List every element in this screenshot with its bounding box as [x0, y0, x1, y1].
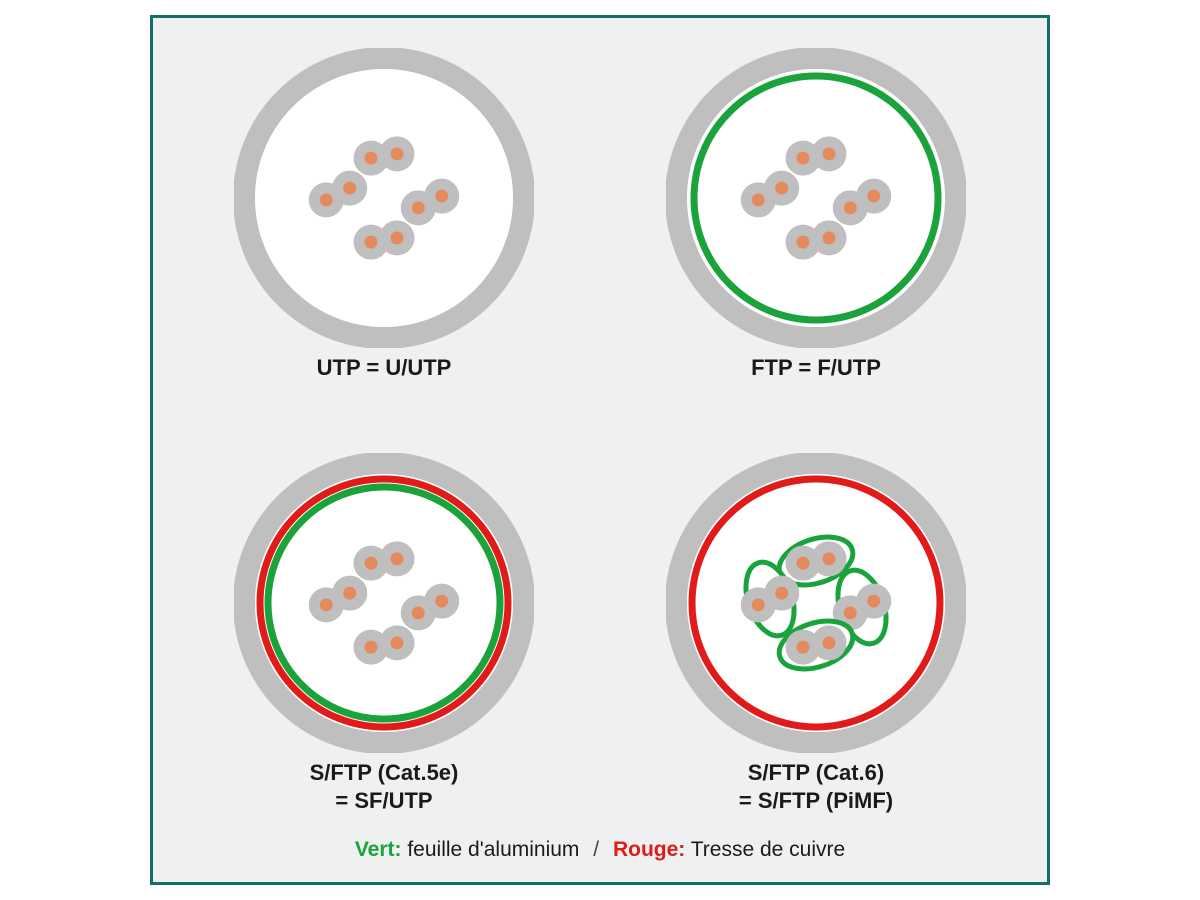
cable-label-line1: S/FTP (Cat.6)	[739, 759, 893, 787]
legend-green-key: Vert:	[355, 838, 402, 861]
cable-label-line1: S/FTP (Cat.5e)	[310, 759, 459, 787]
cable-label-line1: UTP = U/UTP	[317, 354, 452, 382]
cable-grid: UTP = U/UTP FTP = F/UTP S/FTP (Cat.5e)= SF…	[193, 48, 1007, 828]
cable-cell-sftp-cat6: S/FTP (Cat.6)= S/FTP (PiMF)	[625, 453, 1007, 828]
cable-cell-utp: UTP = U/UTP	[193, 48, 575, 423]
legend: Vert: feuille d'aluminium / Rouge: Tress…	[193, 838, 1007, 862]
cable-label-line2: = S/FTP (PiMF)	[739, 787, 893, 815]
diagram-frame: UTP = U/UTP FTP = F/UTP S/FTP (Cat.5e)= SF…	[150, 15, 1050, 885]
cable-label: S/FTP (Cat.6)= S/FTP (PiMF)	[739, 759, 893, 814]
cable-cross-section	[666, 453, 966, 753]
legend-green-text: feuille d'aluminium	[402, 838, 580, 861]
cable-cell-ftp: FTP = F/UTP	[625, 48, 1007, 423]
cable-cross-section	[234, 48, 534, 348]
legend-red-key: Rouge:	[613, 838, 685, 861]
legend-separator: /	[593, 838, 605, 861]
cable-label: UTP = U/UTP	[317, 354, 452, 382]
cable-label: FTP = F/UTP	[751, 354, 881, 382]
cable-label-line1: FTP = F/UTP	[751, 354, 881, 382]
cable-cross-section	[666, 48, 966, 348]
cable-cell-sftp-cat5e: S/FTP (Cat.5e)= SF/UTP	[193, 453, 575, 828]
cable-label-line2: = SF/UTP	[310, 787, 459, 815]
cable-cross-section	[234, 453, 534, 753]
cable-label: S/FTP (Cat.5e)= SF/UTP	[310, 759, 459, 814]
legend-red-text: Tresse de cuivre	[685, 838, 845, 861]
